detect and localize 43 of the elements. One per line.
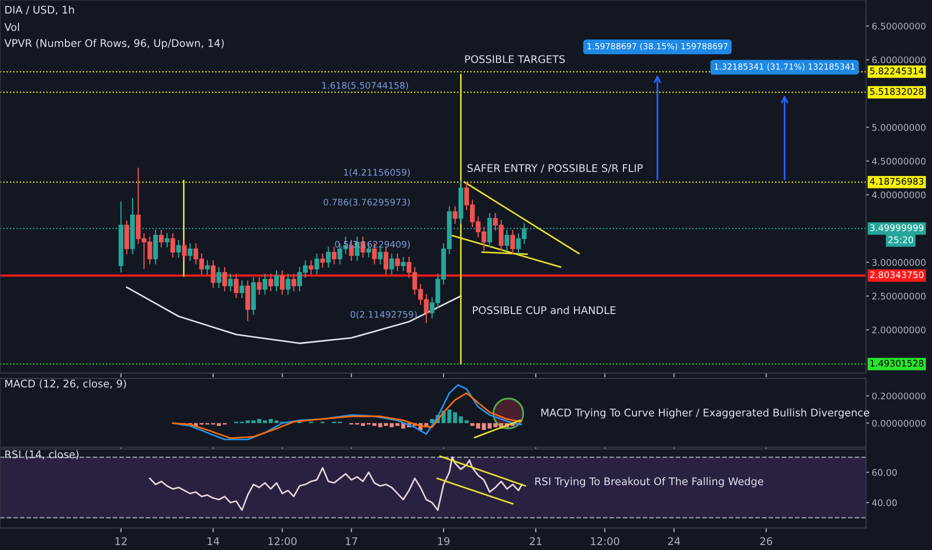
y-tick-label: 4.50000000 [872,158,926,165]
chart-title: MACD (12, 26, close, 9) [5,379,126,389]
y-tick-label: 60.00 [872,469,897,476]
annotation: MACD Trying To Curve Higher / Exaggerated Bullish Divergence [541,408,870,419]
y-tick-label: 3.00000000 [872,259,926,266]
annotation: 0(2.11492759) [350,310,417,319]
y-tick-label: 2.00000000 [872,326,926,334]
annotation: RSI Trying To Breakout Of The Falling Wedge [535,477,764,488]
chart-title: DIA / USD, 1h [5,6,74,15]
annotation: POSSIBLE CUP and HANDLE [473,306,616,314]
ref-line-label: 5.82245314 [870,68,924,74]
ref-line-label: 3.49999999 [870,224,924,232]
ref-line-label: 2.80343750 [870,271,924,278]
x-tick-label: 12 [115,537,127,545]
x-tick-label: 12:00 [268,537,297,546]
x-tick-label: 24 [668,537,680,545]
y-tick-label: 6.50000000 [872,22,926,30]
annotation: Vol [4,22,19,31]
annotation: 1.59788697 (38.15%) 159788697 [588,42,728,50]
x-tick-label: 17 [346,537,358,545]
annotation: 1(4.21156059) [344,168,410,177]
y-tick-label: 2.50000000 [872,292,926,300]
annotation: 0.786(3.76295973) [324,198,410,207]
y-tick-label: 6.00000000 [872,56,926,64]
annotation: 1.32185341 (31.71%) 132185341 [714,63,855,71]
y-tick-label: 5.00000000 [872,124,926,131]
x-tick-label: 12:00 [591,537,620,546]
x-tick-label: 21 [530,537,542,545]
y-tick-label: 0.00000000 [872,420,926,427]
annotation: 1.618(5.50744158) [322,82,408,90]
x-tick-label: 26 [760,537,772,546]
annotation: SAFER ENTRY / POSSIBLE S/R FLIP [467,164,643,173]
annotation: VPVR (Number Of Rows, 96, Up/Down, 14) [4,38,224,50]
annotation: POSSIBLE TARGETS [465,55,565,64]
ref-line-label: 4.18756983 [870,178,924,185]
x-tick-label: 14 [208,537,220,545]
y-tick-label: 40.00 [872,499,897,506]
x-tick-label: 19 [438,537,450,546]
text: 25:20 [888,236,914,244]
ref-line-label: 1.49301528 [870,360,924,367]
y-tick-label: 0.20000000 [872,392,926,400]
y-tick-label: 4.00000000 [872,192,926,198]
ref-line-label: 5.51832028 [870,88,924,95]
